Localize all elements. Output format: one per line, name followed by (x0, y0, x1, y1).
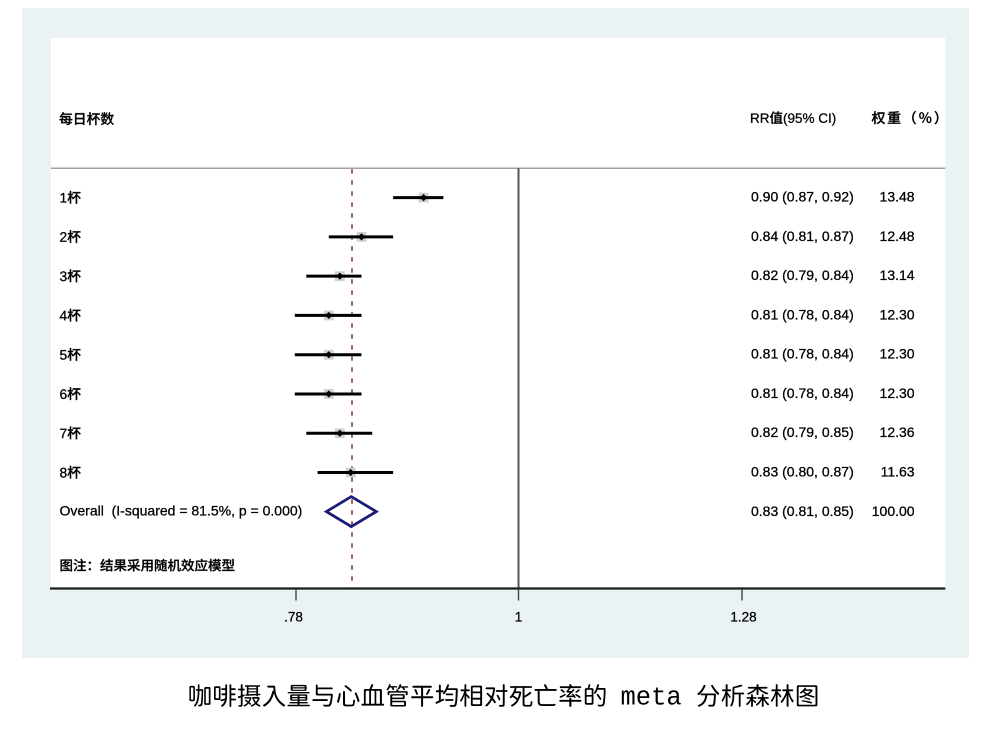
svg-text:0.81 (0.78, 0.84): 0.81 (0.78, 0.84) (751, 306, 854, 322)
svg-text:.78: .78 (284, 609, 303, 624)
svg-text:0.81 (0.78, 0.84): 0.81 (0.78, 0.84) (751, 346, 854, 362)
svg-text:12.30: 12.30 (880, 306, 915, 322)
svg-text:12.36: 12.36 (880, 424, 915, 440)
svg-text:13.48: 13.48 (880, 189, 915, 205)
svg-text:12.30: 12.30 (880, 346, 915, 362)
svg-text:0.90 (0.87, 0.92): 0.90 (0.87, 0.92) (751, 189, 854, 205)
svg-text:0.83 (0.81, 0.85): 0.83 (0.81, 0.85) (751, 503, 854, 519)
svg-text:0.82 (0.79, 0.85): 0.82 (0.79, 0.85) (751, 424, 854, 440)
svg-text:1: 1 (515, 609, 523, 624)
svg-text:meta: meta (621, 683, 682, 712)
svg-text:0.84 (0.81, 0.87): 0.84 (0.81, 0.87) (751, 228, 854, 244)
svg-text:0.81 (0.78, 0.84): 0.81 (0.78, 0.84) (751, 385, 854, 401)
svg-text:1.28: 1.28 (730, 609, 756, 624)
svg-text:11.63: 11.63 (881, 464, 915, 480)
svg-text:0.82 (0.79, 0.84): 0.82 (0.79, 0.84) (751, 267, 854, 283)
svg-text:12.48: 12.48 (880, 228, 915, 244)
svg-text:Overall (I-squared = 81.5%, p: Overall (I-squared = 81.5%, p = 0.000) (60, 503, 303, 519)
svg-text:13.14: 13.14 (880, 267, 915, 283)
svg-text:12.30: 12.30 (880, 385, 915, 401)
svg-text:100.00: 100.00 (872, 503, 915, 519)
svg-text:0.83 (0.80, 0.87): 0.83 (0.80, 0.87) (751, 464, 854, 480)
